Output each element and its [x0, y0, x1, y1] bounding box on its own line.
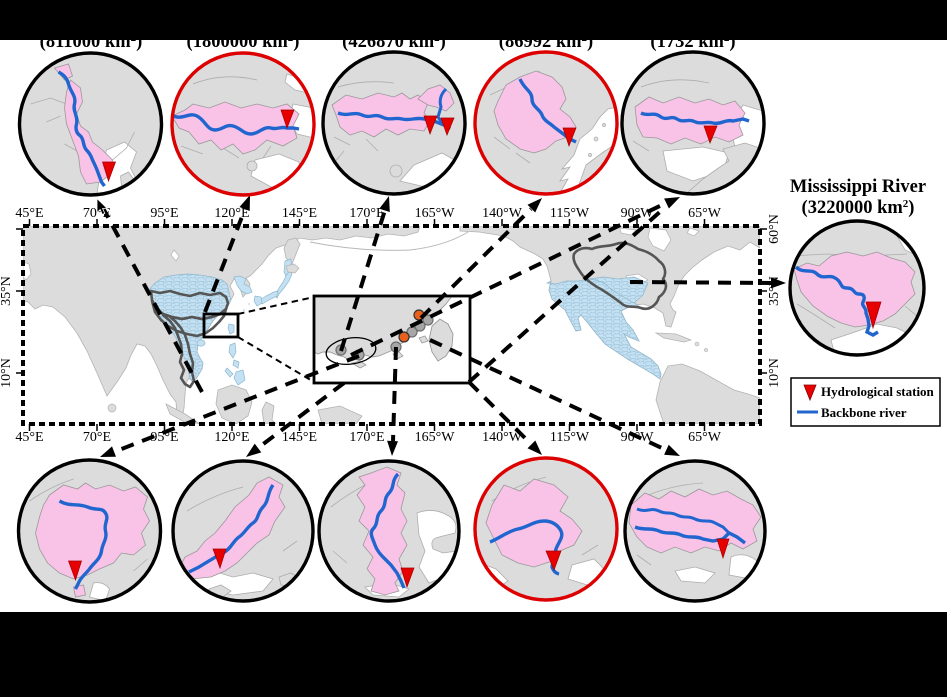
svg-text:Mississippi River: Mississippi River	[790, 177, 926, 197]
svg-text:70°E: 70°E	[83, 430, 111, 445]
svg-text:(3220000 km2): (3220000 km2)	[802, 198, 915, 218]
svg-text:120°E: 120°E	[214, 430, 249, 445]
svg-text:140°W: 140°W	[482, 430, 523, 445]
svg-text:95°E: 95°E	[150, 206, 178, 221]
svg-text:140°W: 140°W	[482, 206, 523, 221]
svg-text:145°E: 145°E	[282, 430, 317, 445]
svg-text:115°W: 115°W	[550, 430, 590, 445]
svg-text:95°E: 95°E	[150, 430, 178, 445]
svg-text:Backbone river: Backbone river	[821, 405, 907, 420]
svg-text:170°E: 170°E	[349, 430, 384, 445]
svg-text:165°W: 165°W	[415, 430, 456, 445]
svg-text:145°E: 145°E	[282, 206, 317, 221]
svg-text:35°N: 35°N	[0, 276, 14, 306]
svg-text:45°E: 45°E	[15, 206, 43, 221]
svg-text:10°N: 10°N	[767, 358, 782, 388]
svg-text:170°E: 170°E	[349, 206, 384, 221]
svg-text:120°E: 120°E	[214, 206, 249, 221]
svg-text:65°W: 65°W	[688, 430, 722, 445]
svg-text:60°N: 60°N	[767, 214, 782, 244]
svg-text:10°N: 10°N	[0, 358, 14, 388]
svg-text:45°E: 45°E	[15, 430, 43, 445]
svg-text:65°W: 65°W	[688, 206, 722, 221]
svg-text:165°W: 165°W	[415, 206, 456, 221]
svg-text:90°W: 90°W	[621, 206, 655, 221]
svg-text:Hydrological station: Hydrological station	[821, 384, 935, 399]
svg-text:115°W: 115°W	[550, 206, 590, 221]
